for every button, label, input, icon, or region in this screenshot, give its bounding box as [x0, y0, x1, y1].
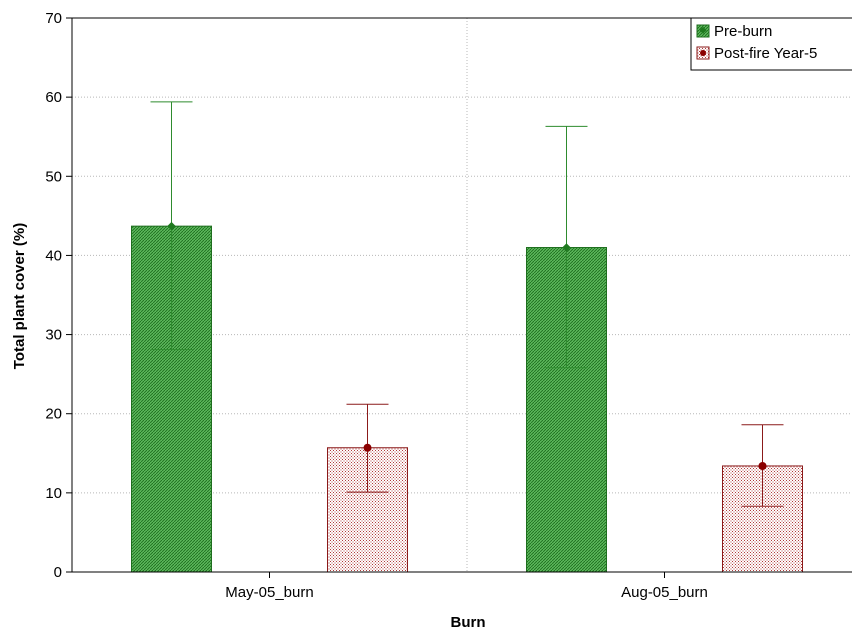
y-tick-label: 50: [45, 168, 62, 185]
legend: Pre-burn Post-fire Year-5: [690, 17, 852, 71]
legend-box: [690, 17, 852, 71]
legend-marker-pre-burn: [699, 26, 707, 34]
y-tick-label: 60: [45, 89, 62, 106]
mean-marker-pre-burn: [167, 221, 176, 231]
grid-layer: [72, 18, 852, 572]
plot-frame: [71, 17, 852, 573]
legend-label-pre-burn: Pre-burn: [714, 23, 772, 40]
y-tick-label: 40: [45, 247, 62, 264]
y-tick-label: 20: [45, 406, 62, 423]
bars-layer: [131, 101, 803, 573]
x-tick-label: Aug-05_burn: [621, 584, 708, 601]
axes-layer: 0 10 20 30 40 50 60 70 May-05_burn Aug-05_burn: [45, 10, 852, 601]
y-axis-title: Total plant cover (%): [11, 223, 28, 369]
legend-label-post-fire: Post-fire Year-5: [714, 45, 817, 62]
y-tick-label: 70: [45, 10, 62, 27]
mean-marker-post-fire: [363, 443, 372, 452]
mean-marker-post-fire: [758, 461, 767, 470]
y-tick-label: 0: [54, 564, 62, 581]
x-tick-label: May-05_burn: [225, 584, 313, 601]
x-axis-title: Burn: [451, 614, 486, 631]
y-tick-label: 30: [45, 327, 62, 344]
legend-marker-post-fire: [700, 50, 706, 56]
y-tick-label: 10: [45, 485, 62, 502]
